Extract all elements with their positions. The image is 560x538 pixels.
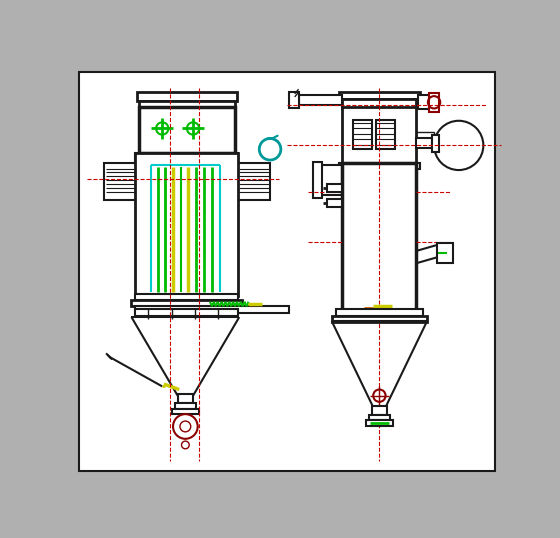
Bar (368, 415, 390, 420)
Bar (136, 159, 239, 163)
Bar (366, 420, 393, 426)
Bar (342, 107, 416, 165)
Bar (432, 134, 440, 152)
Bar (171, 409, 199, 414)
Bar (372, 406, 387, 415)
Bar (376, 120, 395, 149)
Bar (342, 99, 416, 109)
Bar (339, 91, 420, 99)
Bar (327, 199, 342, 207)
Bar (139, 101, 235, 107)
Bar (139, 107, 235, 153)
Bar (178, 394, 193, 404)
Bar (428, 93, 440, 111)
Bar (342, 163, 416, 311)
Bar (175, 404, 196, 409)
Bar (339, 163, 420, 169)
Bar (136, 309, 239, 316)
Bar (237, 163, 270, 200)
Bar (332, 316, 427, 322)
Bar (132, 300, 242, 306)
Bar (104, 163, 136, 200)
Bar (290, 93, 299, 108)
Bar (418, 95, 428, 109)
Bar (136, 306, 290, 313)
Bar (136, 153, 239, 158)
Bar (353, 120, 372, 149)
Bar (319, 165, 342, 195)
Bar (136, 153, 239, 295)
Bar (437, 243, 452, 263)
Bar (313, 162, 323, 198)
Bar (137, 91, 237, 101)
Circle shape (434, 121, 483, 170)
Bar (136, 164, 239, 168)
Bar (336, 309, 422, 316)
Bar (327, 184, 342, 192)
Bar (417, 132, 434, 140)
Circle shape (173, 414, 198, 439)
Bar (136, 294, 239, 300)
Bar (298, 95, 342, 104)
Bar (417, 138, 432, 148)
